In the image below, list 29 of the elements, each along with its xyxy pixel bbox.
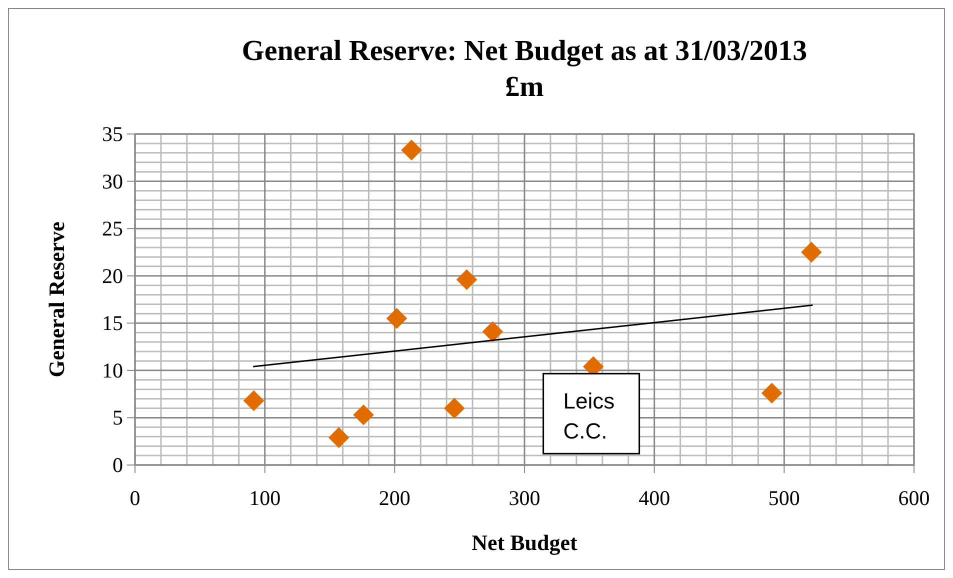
- y-tick-label: 30: [102, 169, 123, 194]
- x-tick-label: 0: [130, 486, 140, 510]
- x-tick-label: 200: [378, 486, 410, 510]
- x-tick-label: 100: [249, 486, 281, 510]
- y-tick-label: 20: [102, 264, 123, 288]
- point: [353, 404, 374, 426]
- point: [328, 427, 350, 448]
- x-axis-title: Net Budget: [472, 530, 578, 555]
- x-tick-label: 500: [768, 486, 800, 510]
- y-tick-label: 35: [102, 122, 123, 146]
- x-tick-label: 400: [638, 486, 670, 510]
- point: [761, 382, 782, 404]
- x-tick-label: 300: [508, 486, 540, 510]
- y-tick-label: 0: [112, 453, 123, 477]
- point: [243, 390, 264, 412]
- y-tick-label: 15: [102, 311, 123, 336]
- point: [482, 321, 504, 342]
- y-tick-label: 5: [112, 406, 123, 430]
- annotation: Leics C.C.: [563, 388, 615, 444]
- point: [386, 308, 408, 329]
- y-tick-label: 10: [102, 358, 123, 382]
- y-tick-label: 25: [102, 216, 123, 241]
- chart-title: General Reserve: Net Budget as at 31/03/2013 £m: [242, 35, 808, 103]
- y-axis-title: General Reserve: [44, 221, 69, 378]
- x-tick-label: 600: [898, 486, 930, 510]
- point: [401, 140, 422, 160]
- point: [456, 269, 478, 290]
- point: [444, 398, 465, 419]
- point: [801, 242, 822, 263]
